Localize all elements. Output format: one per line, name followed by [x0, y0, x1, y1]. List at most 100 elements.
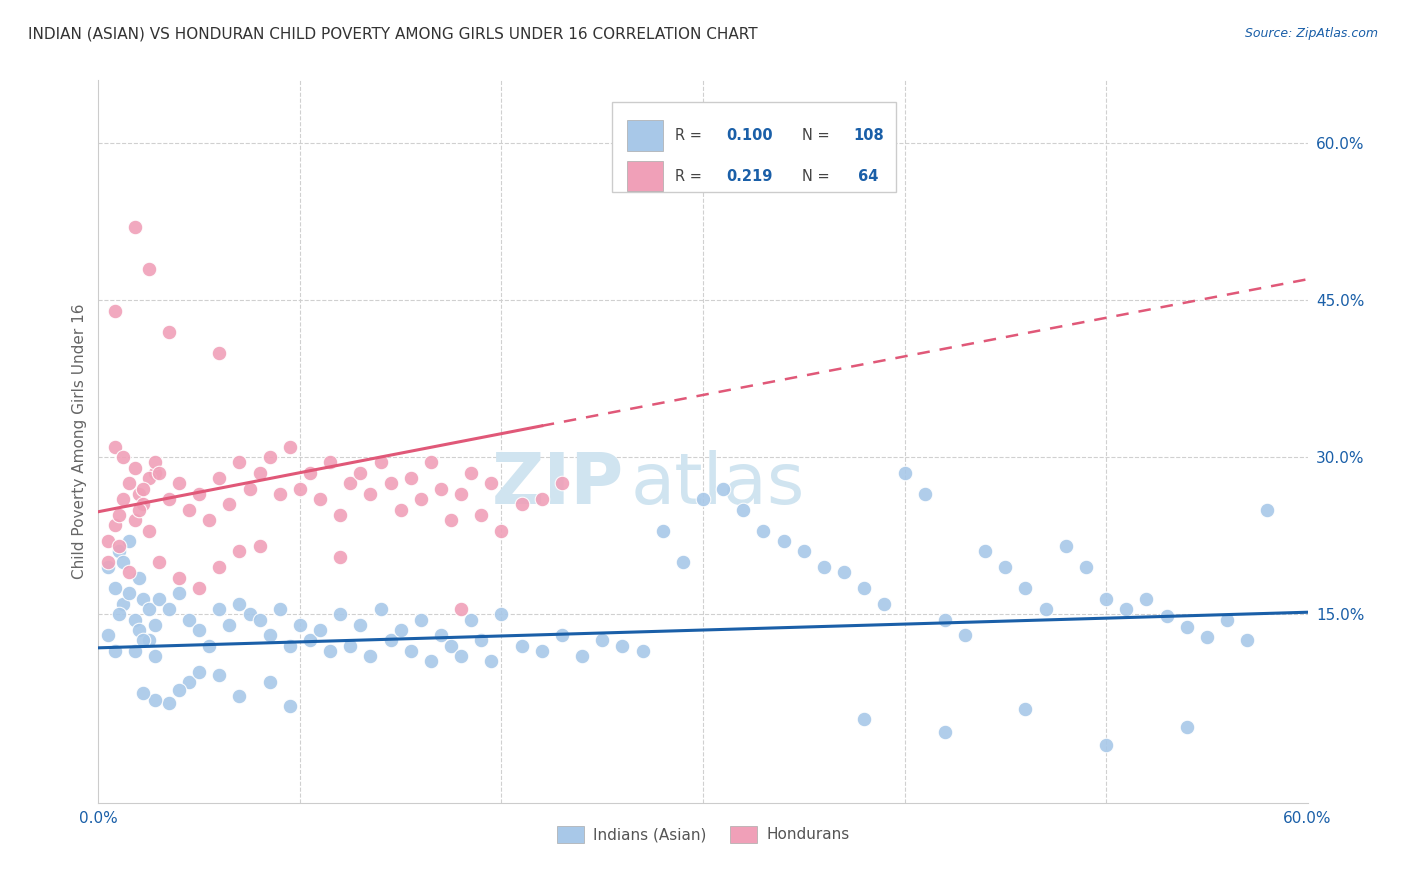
Point — [370, 455, 392, 469]
Point — [269, 602, 291, 616]
Bar — [627, 120, 664, 151]
Point — [103, 440, 125, 454]
Point — [450, 649, 472, 664]
Point — [103, 644, 125, 658]
Point — [491, 607, 513, 622]
Point — [1054, 539, 1077, 553]
Point — [111, 492, 134, 507]
Point — [309, 492, 332, 507]
Bar — [627, 161, 664, 191]
Point — [319, 455, 342, 469]
Point — [934, 724, 956, 739]
Point — [167, 682, 190, 697]
Point — [853, 581, 876, 595]
Point — [208, 345, 231, 359]
Point — [481, 655, 503, 669]
Point — [97, 560, 120, 574]
Point — [259, 675, 281, 690]
Point — [349, 466, 371, 480]
Point — [228, 455, 250, 469]
Point — [179, 613, 201, 627]
Point — [188, 581, 211, 595]
Point — [994, 560, 1017, 574]
Point — [124, 219, 146, 234]
Point — [1156, 609, 1178, 624]
Point — [132, 633, 155, 648]
Point — [157, 492, 180, 507]
Point — [470, 508, 492, 522]
Text: N =: N = — [803, 169, 834, 184]
Text: 108: 108 — [853, 128, 884, 143]
Point — [259, 628, 281, 642]
Point — [510, 639, 533, 653]
Point — [128, 623, 150, 637]
Text: INDIAN (ASIAN) VS HONDURAN CHILD POVERTY AMONG GIRLS UNDER 16 CORRELATION CHART: INDIAN (ASIAN) VS HONDURAN CHILD POVERTY… — [28, 27, 758, 42]
Text: ZIP: ZIP — [492, 450, 624, 519]
Point — [218, 497, 240, 511]
Point — [450, 602, 472, 616]
Point — [218, 617, 240, 632]
Point — [360, 487, 382, 501]
Point — [132, 482, 155, 496]
Point — [360, 649, 382, 664]
Point — [138, 524, 160, 538]
Point — [198, 639, 221, 653]
Point — [278, 639, 301, 653]
Point — [107, 607, 129, 622]
Point — [107, 508, 129, 522]
Point — [389, 623, 412, 637]
Y-axis label: Child Poverty Among Girls Under 16: Child Poverty Among Girls Under 16 — [72, 304, 87, 579]
Text: Source: ZipAtlas.com: Source: ZipAtlas.com — [1244, 27, 1378, 40]
Point — [1095, 738, 1118, 752]
Text: R =: R = — [675, 128, 707, 143]
Point — [380, 476, 402, 491]
Point — [672, 555, 695, 569]
Point — [793, 544, 815, 558]
Point — [440, 639, 463, 653]
Point — [107, 544, 129, 558]
Point — [873, 597, 896, 611]
Point — [103, 303, 125, 318]
Point — [329, 549, 352, 564]
Point — [813, 560, 835, 574]
Point — [239, 607, 262, 622]
Point — [510, 497, 533, 511]
Point — [208, 560, 231, 574]
Point — [399, 644, 422, 658]
Point — [128, 487, 150, 501]
Point — [1115, 602, 1137, 616]
Point — [460, 466, 482, 480]
Text: 0.219: 0.219 — [725, 169, 772, 184]
Point — [1195, 631, 1218, 645]
Point — [138, 602, 160, 616]
Point — [103, 518, 125, 533]
Point — [711, 482, 734, 496]
Point — [692, 492, 714, 507]
Point — [111, 450, 134, 465]
Point — [339, 476, 361, 491]
Point — [1216, 613, 1239, 627]
Point — [389, 502, 412, 516]
Point — [1074, 560, 1097, 574]
Point — [103, 581, 125, 595]
Text: atlas: atlas — [630, 450, 804, 519]
Point — [953, 628, 976, 642]
Point — [299, 633, 322, 648]
Point — [124, 460, 146, 475]
Point — [651, 524, 673, 538]
Point — [430, 482, 453, 496]
Point — [481, 476, 503, 491]
Point — [409, 613, 432, 627]
Point — [124, 644, 146, 658]
Point — [143, 466, 166, 480]
Point — [288, 617, 311, 632]
Point — [138, 471, 160, 485]
Point — [167, 571, 190, 585]
Point — [179, 502, 201, 516]
Point — [148, 466, 170, 480]
Point — [631, 644, 654, 658]
FancyBboxPatch shape — [613, 102, 897, 193]
Legend: Indians (Asian), Hondurans: Indians (Asian), Hondurans — [551, 820, 855, 849]
Point — [319, 644, 342, 658]
Point — [148, 555, 170, 569]
